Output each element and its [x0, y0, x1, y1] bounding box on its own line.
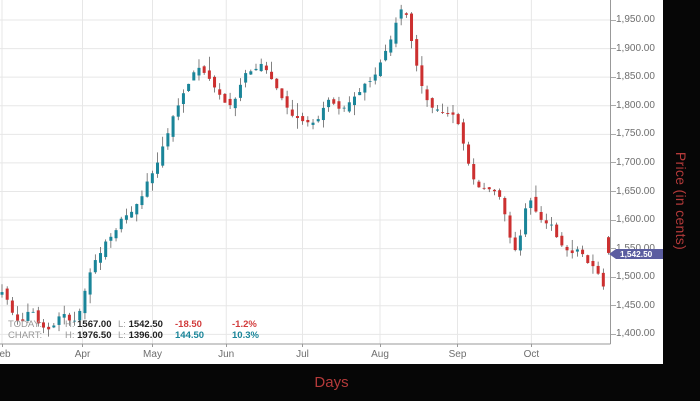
svg-text:1,542.50: 1,542.50 — [620, 248, 653, 258]
